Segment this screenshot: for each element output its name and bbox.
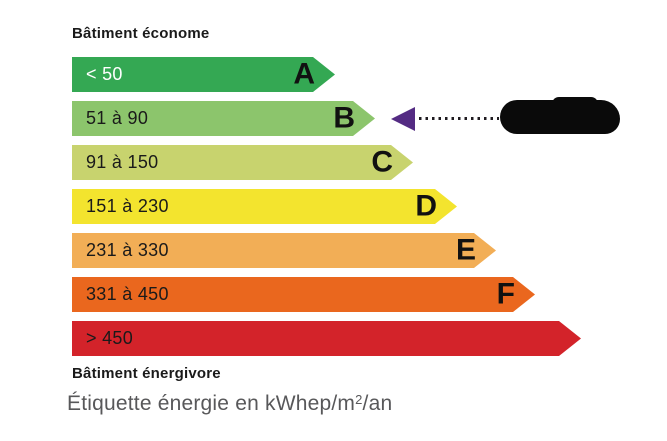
- caption-suffix: /an: [362, 392, 393, 415]
- energy-intensive-building-label: Bâtiment énergivore: [72, 365, 221, 382]
- class-range-label: 91 à 150: [86, 152, 159, 172]
- redacted-value-blob: [500, 97, 620, 134]
- class-indicator-arrow-icon: [391, 107, 415, 131]
- energy-class-row-e: 231 à 330 E: [72, 233, 496, 268]
- caption-superscript: 2: [355, 392, 363, 407]
- class-range-label: 331 à 450: [86, 284, 169, 304]
- energy-class-row-g: > 450: [72, 321, 581, 356]
- energy-label-caption: Étiquette énergie en kWhep/m2/an: [67, 392, 392, 416]
- class-range-label: 51 à 90: [86, 108, 149, 128]
- class-letter: D: [415, 188, 437, 222]
- energy-class-row-b: 51 à 90 B: [72, 101, 375, 136]
- energy-class-row-d: 151 à 230 D: [72, 189, 457, 224]
- energy-class-row-f: 331 à 450 F: [72, 277, 535, 312]
- energy-class-row-c: 91 à 150 C: [72, 145, 413, 180]
- class-letter: A: [293, 56, 315, 90]
- caption-text: Étiquette énergie en kWhep/m: [67, 392, 356, 415]
- class-letter: F: [496, 276, 515, 310]
- economical-building-label: Bâtiment économe: [72, 25, 210, 42]
- class-letter: B: [333, 100, 355, 134]
- energy-class-row-a: < 50 A: [72, 57, 335, 92]
- class-range-label: > 450: [86, 328, 134, 348]
- class-range-label: 231 à 330: [86, 240, 169, 260]
- class-range-label: 151 à 230: [86, 196, 169, 216]
- class-letter: E: [455, 232, 476, 266]
- class-range-label: < 50: [86, 64, 123, 84]
- indicator-dotted-line: [419, 117, 499, 120]
- class-letter: C: [371, 144, 393, 178]
